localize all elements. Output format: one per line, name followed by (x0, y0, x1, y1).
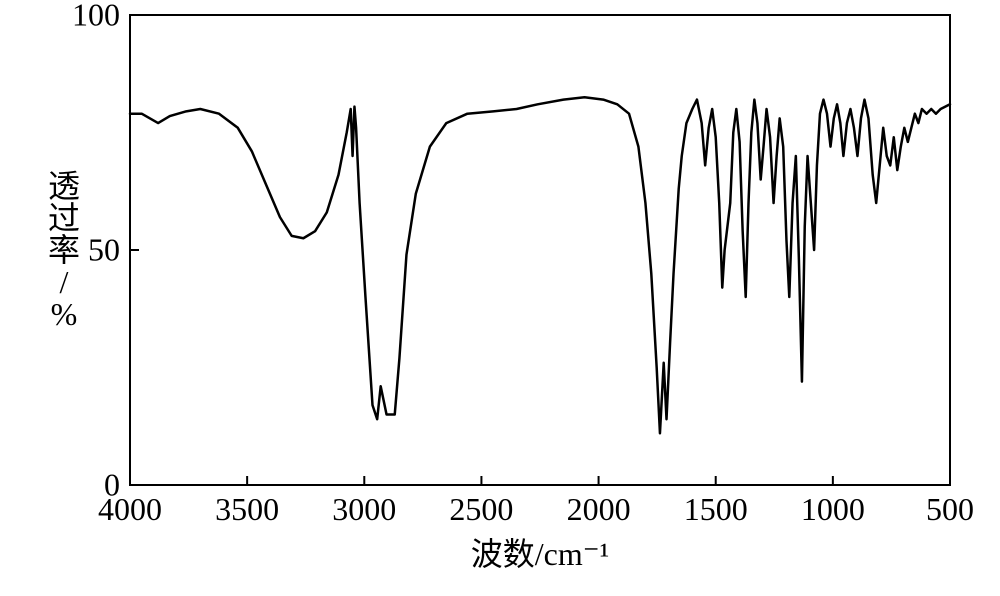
x-tick-label: 3000 (332, 485, 396, 528)
x-tick-label: 2000 (567, 485, 631, 528)
x-tick-label: 500 (926, 485, 974, 528)
x-tick-label: 1500 (684, 485, 748, 528)
x-tick-label: 1000 (801, 485, 865, 528)
axis-frame (130, 15, 950, 485)
y-tick-label: 50 (88, 232, 130, 269)
plot-area: 4000350030002500200015001000500050100波数/… (130, 15, 950, 485)
y-axis-label: 透过率/% (48, 170, 80, 330)
ir-spectrum-figure: 4000350030002500200015001000500050100波数/… (0, 0, 1000, 596)
x-axis-label: 波数/cm⁻¹ (471, 529, 609, 575)
x-tick-label: 3500 (215, 485, 279, 528)
y-tick-label: 0 (104, 467, 130, 504)
x-tick-label: 2500 (449, 485, 513, 528)
plot-svg (130, 15, 950, 485)
spectrum-line (130, 97, 950, 433)
y-tick-label: 100 (72, 0, 130, 34)
